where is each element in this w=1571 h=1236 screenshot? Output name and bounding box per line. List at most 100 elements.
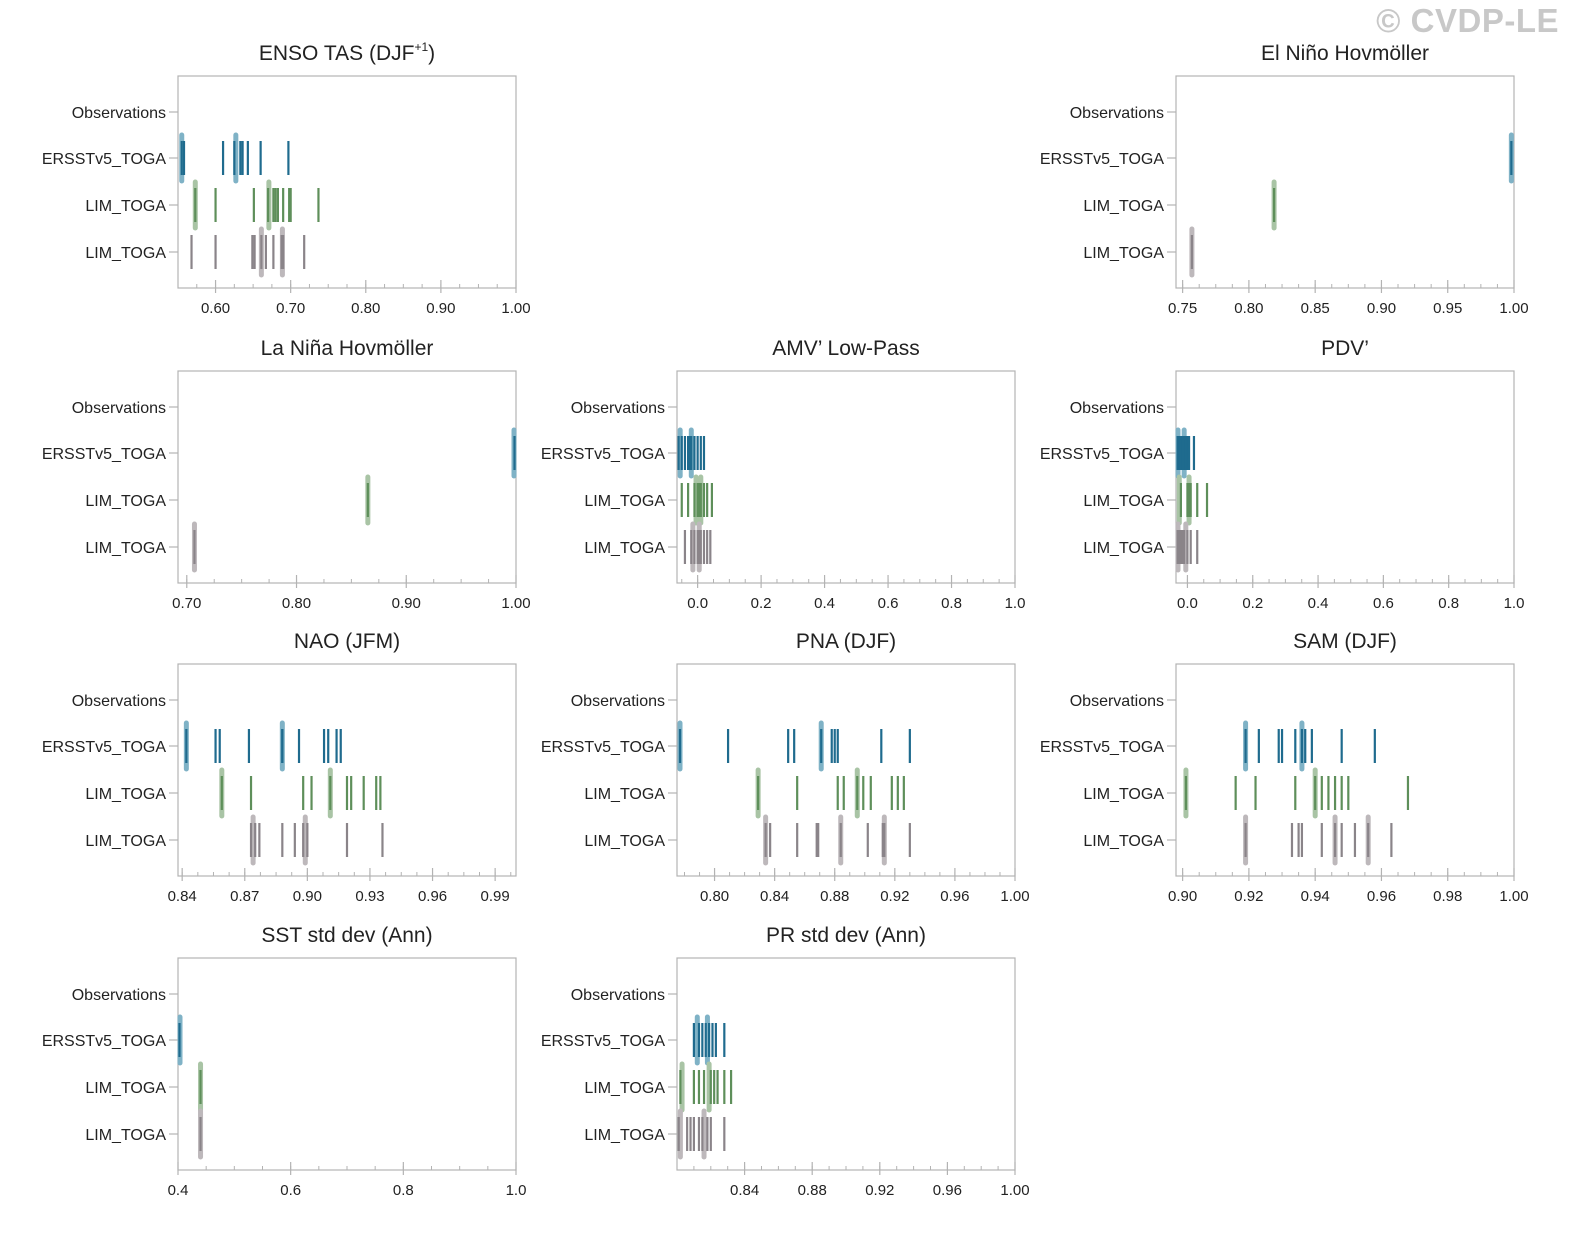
panel-title: SST std dev (Ann) <box>261 924 432 947</box>
x-tick-label: 0.84 <box>730 1182 759 1199</box>
panel-elnino: El Niño Hovmöller Observations ERSSTv5_TOG… <box>1040 42 1529 317</box>
row-label: LIM_TOGA <box>584 833 665 850</box>
row-label: LIM_TOGA <box>85 540 166 557</box>
x-tick-label: 0.90 <box>293 888 322 905</box>
x-tick-label: 0.96 <box>418 888 447 905</box>
row-label: ERSSTv5_TOGA <box>541 446 666 463</box>
row-label: LIM_TOGA <box>85 245 166 262</box>
row-label: LIM_TOGA <box>584 493 665 510</box>
row-label: LIM_TOGA <box>85 1080 166 1097</box>
x-tick-label: 0.96 <box>933 1182 962 1199</box>
row-label: ERSSTv5_TOGA <box>541 739 666 756</box>
row-label: LIM_TOGA <box>85 493 166 510</box>
x-tick-label: 0.98 <box>1433 888 1462 905</box>
x-tick-label: 1.00 <box>501 595 530 612</box>
x-tick-label: 0.90 <box>426 300 455 317</box>
panel-sst: SST std dev (Ann) Observations ERSSTv5_TOG… <box>42 924 527 1199</box>
panel-title: PNA (DJF) <box>796 630 896 653</box>
row-label: LIM_TOGA <box>85 833 166 850</box>
x-tick-label: 1.0 <box>506 1182 527 1199</box>
x-tick-label: 0.85 <box>1301 300 1330 317</box>
row-label: Observations <box>72 105 166 122</box>
x-tick-label: 0.92 <box>880 888 909 905</box>
row-label: ERSSTv5_TOGA <box>42 151 167 168</box>
x-tick-label: 0.88 <box>798 1182 827 1199</box>
row-label: LIM_TOGA <box>584 540 665 557</box>
x-tick-label: 0.8 <box>393 1182 414 1199</box>
x-tick-label: 0.8 <box>941 595 962 612</box>
panel-title: SAM (DJF) <box>1293 630 1397 653</box>
x-tick-label: 0.8 <box>1438 595 1459 612</box>
row-label: ERSSTv5_TOGA <box>42 446 167 463</box>
row-label: LIM_TOGA <box>584 1127 665 1144</box>
x-tick-label: 0.75 <box>1168 300 1197 317</box>
row-label: ERSSTv5_TOGA <box>42 739 167 756</box>
row-label: LIM_TOGA <box>1083 198 1164 215</box>
x-tick-label: 0.4 <box>814 595 835 612</box>
panel-title: NAO (JFM) <box>294 630 400 653</box>
row-label: LIM_TOGA <box>1083 540 1164 557</box>
panel-title: AMV’ Low-Pass <box>772 337 919 360</box>
row-label: ERSSTv5_TOGA <box>1040 446 1165 463</box>
x-tick-label: 0.90 <box>392 595 421 612</box>
row-label: ERSSTv5_TOGA <box>541 1033 666 1050</box>
row-label: ERSSTv5_TOGA <box>1040 739 1165 756</box>
row-label: Observations <box>1070 693 1164 710</box>
plot-frame <box>676 663 1016 877</box>
row-label: LIM_TOGA <box>1083 833 1164 850</box>
x-tick-label: 0.80 <box>1234 300 1263 317</box>
plot-frame <box>676 957 1016 1171</box>
panel-pdv: PDV’ Observations ERSSTv5_TOGA LIM_TOGA LIM_… <box>1040 337 1525 612</box>
row-label: Observations <box>1070 105 1164 122</box>
row-label: LIM_TOGA <box>584 786 665 803</box>
plot-frame <box>1175 75 1515 289</box>
row-label: LIM_TOGA <box>1083 245 1164 262</box>
x-tick-label: 0.80 <box>282 595 311 612</box>
x-tick-label: 0.4 <box>168 1182 189 1199</box>
plot-frame <box>177 663 517 877</box>
panel-lanina: La Niña Hovmöller Observations ERSSTv5_TOG… <box>42 337 531 612</box>
plot-frame <box>1175 663 1515 877</box>
row-label: LIM_TOGA <box>1083 493 1164 510</box>
x-tick-label: 1.00 <box>1499 300 1528 317</box>
x-tick-label: 1.0 <box>1504 595 1525 612</box>
x-tick-label: 0.80 <box>351 300 380 317</box>
x-tick-label: 1.0 <box>1005 595 1026 612</box>
panel-pna: PNA (DJF) Observations ERSSTv5_TOGA LIM_TOG… <box>541 630 1030 905</box>
x-tick-label: 0.60 <box>201 300 230 317</box>
x-tick-label: 0.94 <box>1301 888 1330 905</box>
panel-title: PR std dev (Ann) <box>766 924 926 947</box>
row-label: Observations <box>1070 400 1164 417</box>
x-tick-label: 0.0 <box>1177 595 1198 612</box>
x-tick-label: 0.88 <box>820 888 849 905</box>
x-tick-label: 0.84 <box>760 888 789 905</box>
x-tick-label: 0.90 <box>1367 300 1396 317</box>
x-tick-label: 0.90 <box>1168 888 1197 905</box>
row-label: LIM_TOGA <box>584 1080 665 1097</box>
plot-frame <box>177 75 517 289</box>
row-label: LIM_TOGA <box>85 1127 166 1144</box>
panel-title: El Niño Hovmöller <box>1261 42 1429 65</box>
plot-frame <box>1175 370 1515 584</box>
panel-title: La Niña Hovmöller <box>261 337 434 360</box>
row-label: Observations <box>571 693 665 710</box>
plot-frame <box>676 370 1016 584</box>
x-tick-label: 0.99 <box>481 888 510 905</box>
x-tick-label: 0.6 <box>1373 595 1394 612</box>
row-label: Observations <box>571 987 665 1004</box>
watermark: © CVDP-LE <box>1376 2 1559 39</box>
row-label: ERSSTv5_TOGA <box>1040 151 1165 168</box>
x-tick-label: 0.0 <box>687 595 708 612</box>
plot-frame <box>177 957 517 1171</box>
x-tick-label: 1.00 <box>1499 888 1528 905</box>
plot-frame <box>177 370 517 584</box>
x-tick-label: 0.6 <box>878 595 899 612</box>
row-label: LIM_TOGA <box>85 198 166 215</box>
x-tick-label: 0.70 <box>276 300 305 317</box>
x-tick-label: 1.00 <box>1000 1182 1029 1199</box>
x-tick-label: 1.00 <box>501 300 530 317</box>
x-tick-label: 0.96 <box>1367 888 1396 905</box>
row-label: Observations <box>72 400 166 417</box>
x-tick-label: 0.6 <box>280 1182 301 1199</box>
